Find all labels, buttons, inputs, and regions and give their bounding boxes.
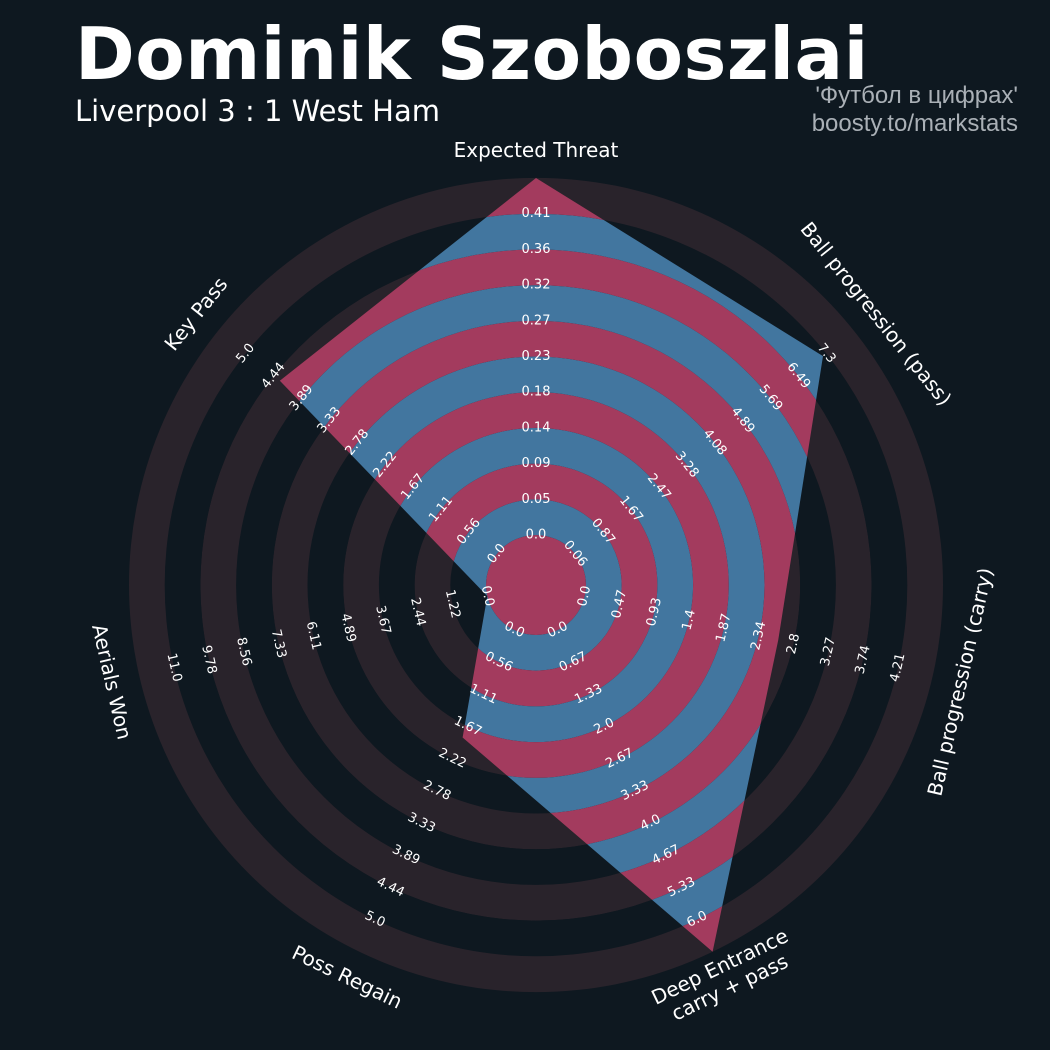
player-name-title: Dominik Szoboszlai [75,12,869,96]
tick-label: 0.05 [522,492,551,507]
credit-block: 'Футбол в цифрах' boosty.to/markstats [812,82,1018,138]
tick-label: 8.56 [233,636,254,668]
tick-label: 0.41 [522,206,551,221]
tick-label: 0.09 [522,456,551,471]
value-core-disc [486,535,586,635]
tick-label: 2.8 [784,632,803,656]
tick-label: 1.22 [442,588,463,620]
tick-label: 1.87 [713,612,734,644]
tick-label: 0.36 [522,242,551,257]
tick-label: 3.27 [818,636,839,668]
credit-url: boosty.to/markstats [811,110,1018,137]
tick-label: 0.0 [575,584,594,608]
tick-label: 2.34 [748,620,769,652]
tick-label: 0.14 [522,420,551,435]
tick-label: 1.4 [680,608,699,632]
param-label: Aerials Won [87,622,137,742]
tick-label: 0.0 [526,528,547,543]
tick-label: 11.0 [163,652,184,684]
tick-label: 0.18 [522,385,551,400]
tick-label: 0.27 [522,313,551,328]
tick-label: 9.78 [198,644,219,676]
tick-label: 4.21 [887,652,908,684]
match-subtitle: Liverpool 3 : 1 West Ham [75,94,440,128]
tick-label: 3.67 [372,604,393,636]
tick-label: 0.0 [478,584,497,608]
value-band [450,499,622,671]
tick-label: 7.33 [268,628,289,660]
tick-label: 0.23 [522,349,551,364]
tick-label: 0.93 [644,596,665,628]
tick-label: 2.44 [407,596,428,628]
param-label: Expected Threat [454,138,619,162]
tick-label: 6.11 [303,620,324,652]
tick-label: 4.89 [337,612,358,644]
tick-label: 0.32 [522,278,551,293]
tick-label: 0.47 [609,588,630,620]
tick-label: 3.74 [853,644,874,676]
credit-source: 'Футбол в цифрах' [815,82,1018,109]
